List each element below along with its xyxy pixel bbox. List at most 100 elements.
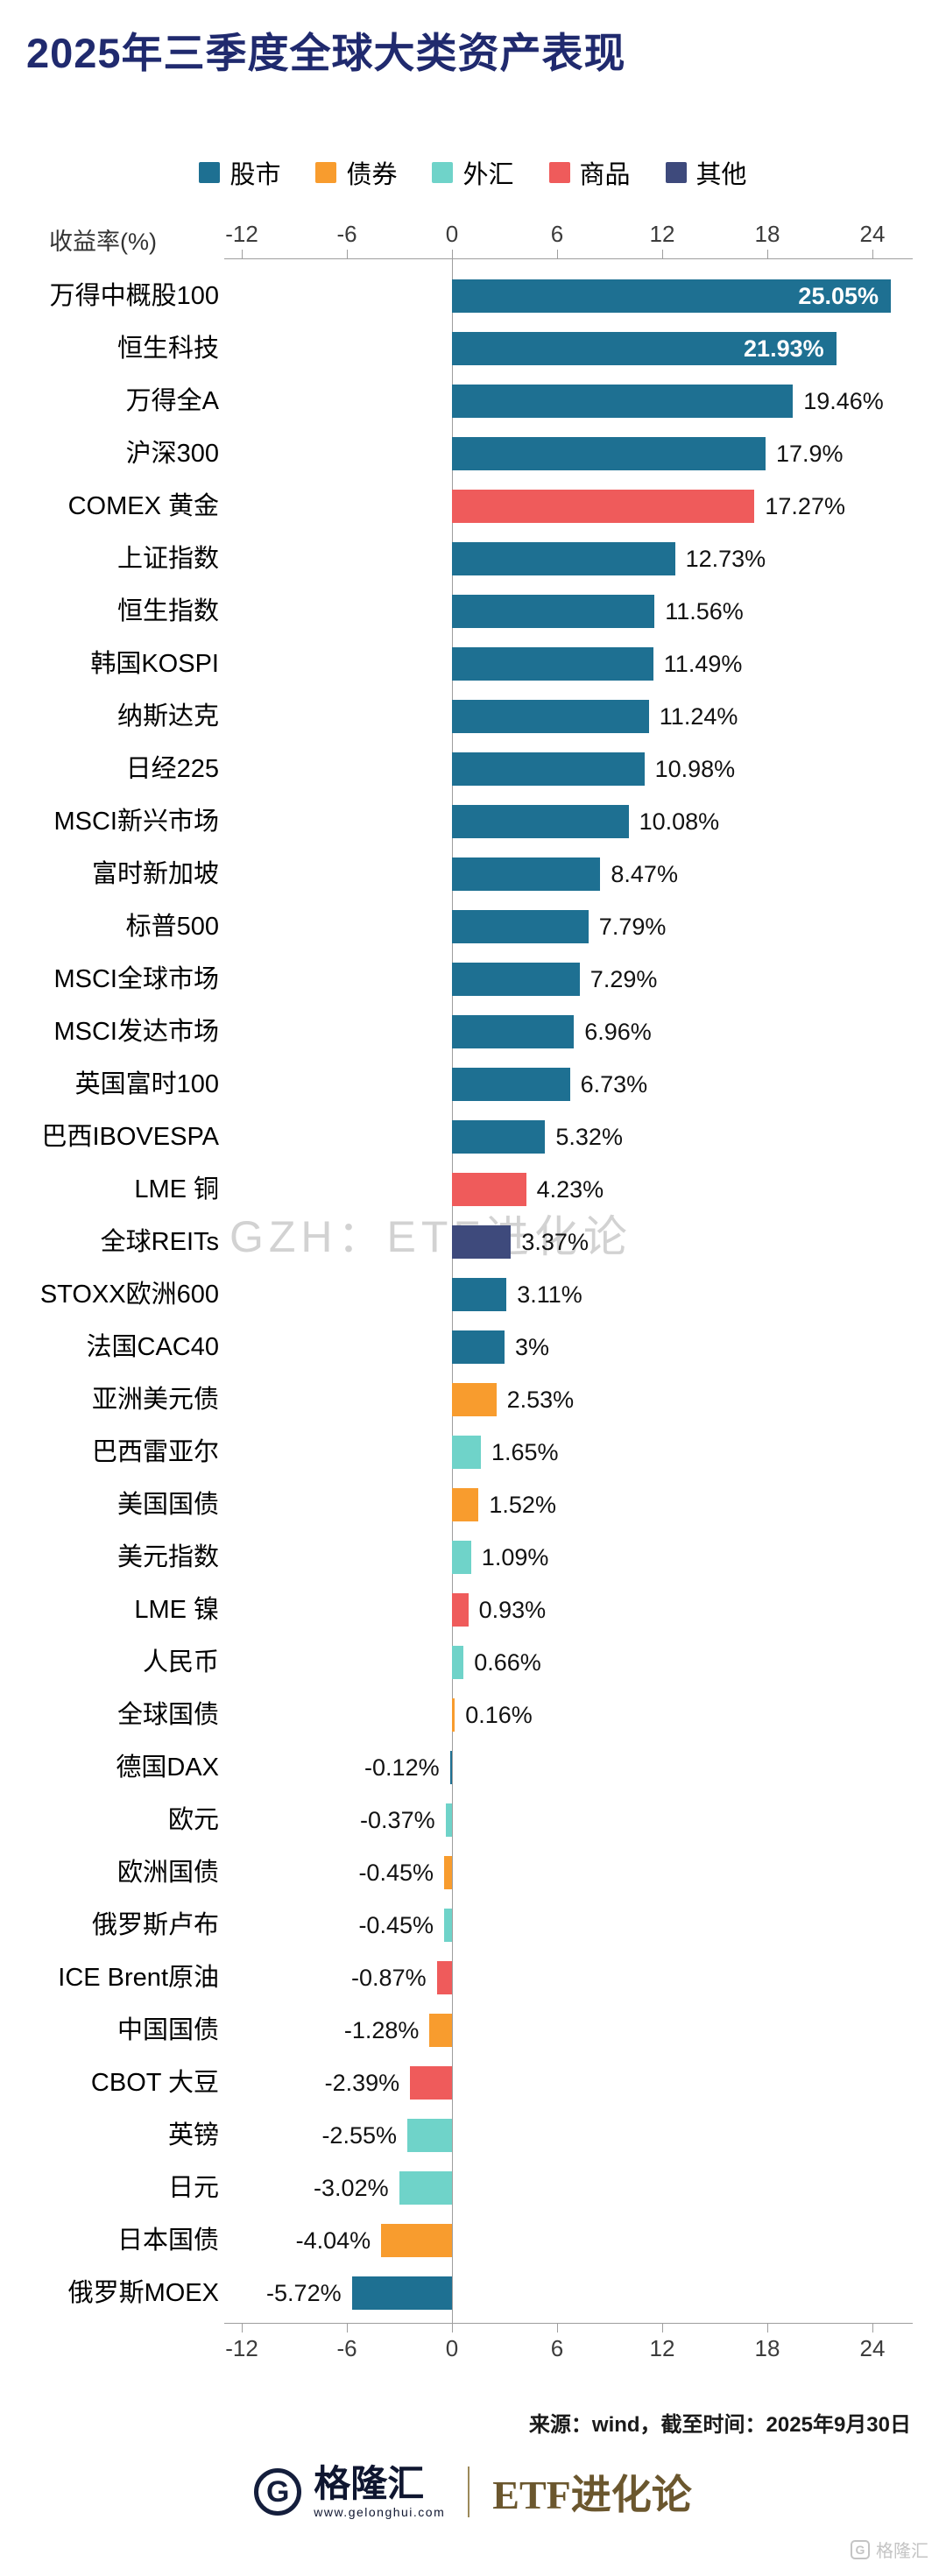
category-label: 俄罗斯MOEX [67,2279,219,2307]
bar-commodity [452,490,755,523]
axis-tick-mark [767,2324,768,2333]
axis-tick-mark [557,2324,558,2333]
bar-row: LME 铜 4.23% [0,1163,946,1216]
value-label: 4.23% [536,1176,604,1203]
bar-stock [452,700,649,733]
category-label: 欧元 [167,1806,219,1834]
bar-row: 巴西IBOVESPA 5.32% [0,1111,946,1163]
category-label: 韩国KOSPI [90,650,219,678]
legend-label: 商品 [579,161,631,189]
legend-item-commodity: 商品 [548,154,631,191]
value-label: 21.93% [744,335,824,362]
axis-tick-label: 12 [649,221,675,247]
category-label: 英国富时100 [74,1070,219,1098]
bar-stock [452,647,653,681]
axis-line-top [224,258,913,259]
category-label: 万得中概股100 [49,282,219,310]
bar-row: 恒生指数 11.56% [0,585,946,638]
value-label: 11.24% [659,703,738,730]
legend-swatch-other [665,162,687,183]
bar-stock [452,1330,505,1364]
category-label: 英镑 [167,2121,219,2149]
axis-tick-mark [242,250,243,258]
bar-stock [452,279,891,313]
bar-forex [407,2119,452,2152]
axis-tick-label: 24 [859,221,886,247]
axis-tick-label: 0 [445,221,459,247]
bar-row: 万得中概股100 25.05% [0,270,946,322]
bar-row: 德国DAX -0.12% [0,1741,946,1794]
axis-tick-mark [872,250,873,258]
value-label: 7.79% [598,914,667,940]
category-label: 法国CAC40 [86,1333,220,1361]
axis-tick-mark [662,2324,663,2333]
bar-forex [399,2171,452,2205]
value-label: 3.11% [517,1281,582,1308]
value-label: 1.65% [491,1439,559,1465]
value-label: 7.29% [589,966,658,992]
bar-forex [444,1909,452,1942]
bar-stock [452,1068,570,1101]
bar-row: 恒生科技 21.93% [0,322,946,375]
bar-bond [381,2224,452,2257]
corner-watermark-text: 格隆汇 [876,2542,928,2561]
category-label: 恒生指数 [116,597,219,625]
axis-bottom: -12 -6 0 6 12 18 24 [0,2323,946,2367]
value-label: 17.27% [765,493,845,519]
bar-row: 法国CAC40 3% [0,1321,946,1373]
legend-label: 其他 [695,161,747,189]
value-label: -3.02% [314,2175,389,2201]
axis-tick-label: 6 [550,2335,564,2361]
category-label: 巴西IBOVESPA [41,1123,219,1151]
legend-item-bond: 债券 [315,154,397,191]
bar-row: CBOT 大豆 -2.39% [0,2057,946,2109]
legend: 股市 债券 外汇 商品 其他 [0,154,946,191]
bar-row: 纳斯达克 11.24% [0,690,946,743]
value-label: 6.96% [584,1019,652,1045]
bar-stock [452,595,655,628]
brand-name: 格隆汇 [314,2462,425,2504]
category-label: 美国国债 [116,1491,219,1519]
bar-row: 日本国债 -4.04% [0,2214,946,2267]
value-label: 10.98% [654,756,736,782]
bar-row: 人民币 0.66% [0,1636,946,1689]
page-title: 2025年三季度全球大类资产表现 [26,30,626,76]
category-label: LME 铜 [134,1175,219,1203]
value-label: -0.37% [360,1807,435,1833]
bar-row: 标普500 7.79% [0,900,946,953]
bar-commodity [452,1173,526,1206]
value-label: 3.37% [521,1229,589,1255]
bar-stock [452,385,794,418]
category-label: 全球国债 [116,1701,219,1729]
category-label: 日本国债 [116,2227,219,2255]
axis-tick-label: -12 [225,2335,258,2361]
gelonghui-mini-logo-icon: G [851,2539,870,2559]
bar-stock [452,1278,507,1311]
axis-tick-label: 18 [754,221,780,247]
value-label: 12.73% [685,546,766,572]
bar-row: 俄罗斯卢布 -0.45% [0,1899,946,1951]
category-label: MSCI发达市场 [53,1018,219,1046]
bar-row: 俄罗斯MOEX -5.72% [0,2267,946,2319]
legend-label: 债券 [346,161,398,189]
axis-line-bottom [224,2323,913,2324]
bar-row: 巴西雷亚尔 1.65% [0,1426,946,1479]
legend-swatch-bond [315,162,337,183]
bar-row: 韩国KOSPI 11.49% [0,638,946,690]
bar-forex [452,1541,471,1574]
value-label: -2.39% [324,2070,400,2096]
axis-tick-mark [347,250,348,258]
axis-top: 收益率(%) -12 -6 0 6 12 18 24 [0,221,946,259]
category-label: 万得全A [125,387,219,415]
axis-tick-label: 24 [859,2335,886,2361]
bar-row: 美国国债 1.52% [0,1479,946,1531]
bar-row: 英国富时100 6.73% [0,1058,946,1111]
axis-tick-mark [452,250,453,258]
legend-item-forex: 外汇 [432,154,514,191]
value-label: 17.9% [776,441,844,467]
value-label: 1.09% [481,1544,549,1570]
axis-tick-mark [767,250,768,258]
category-label: 俄罗斯卢布 [91,1911,219,1939]
value-label: -5.72% [266,2280,342,2306]
